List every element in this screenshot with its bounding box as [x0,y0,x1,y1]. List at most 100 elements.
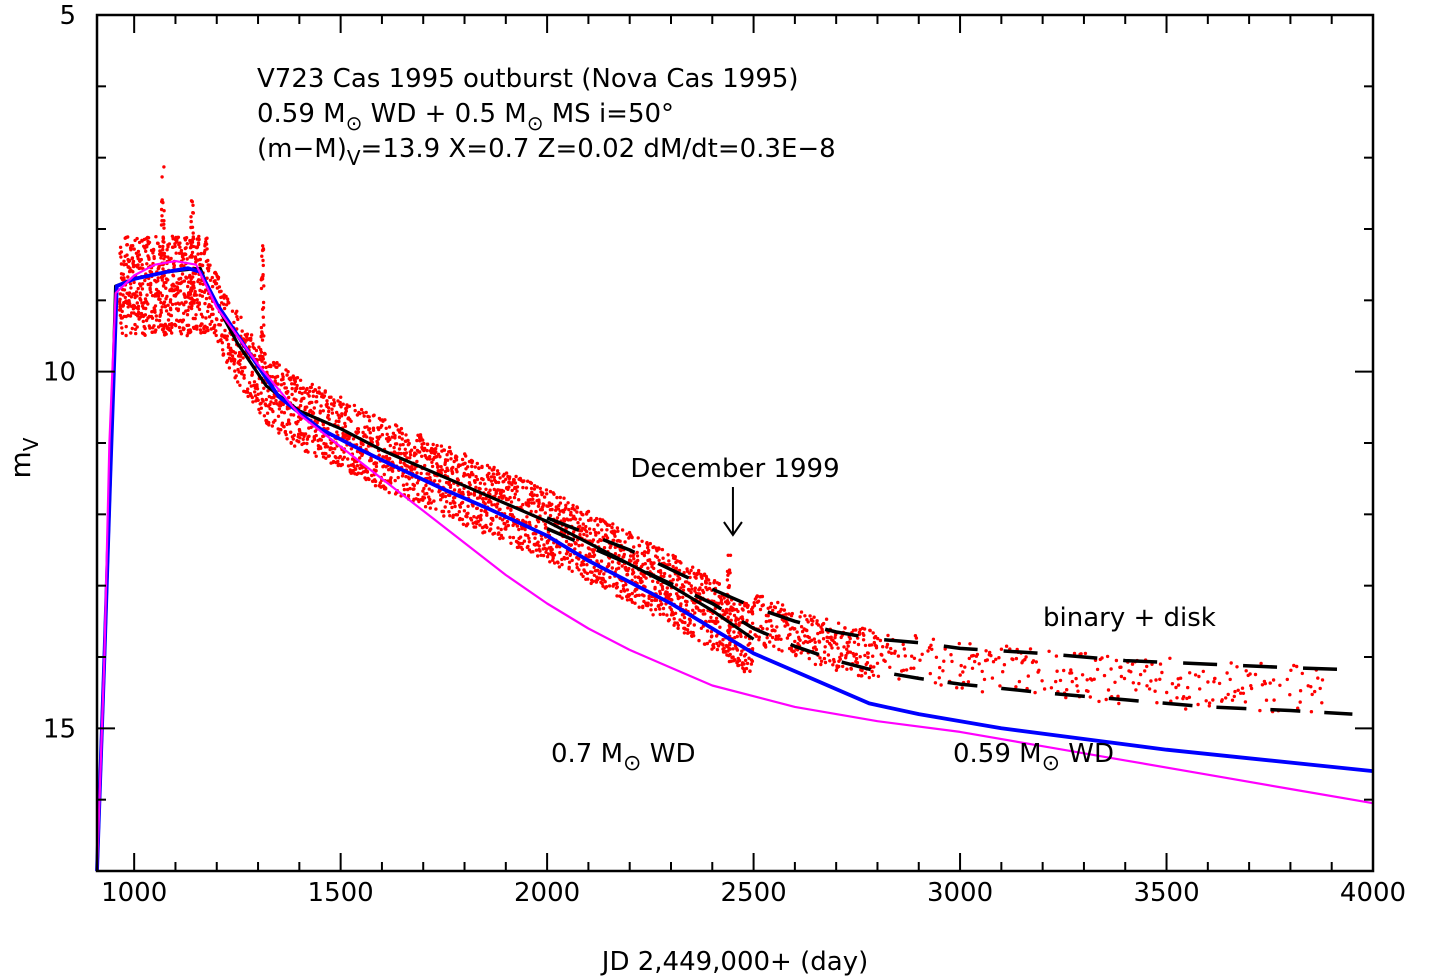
observed-point [585,530,589,534]
observed-point [875,661,880,665]
observed-point [612,538,616,542]
observed-point [279,383,284,387]
observed-point [422,486,426,491]
observed-point [169,307,173,312]
observed-point [1004,644,1009,648]
observed-point [236,380,240,384]
observed-point [747,610,751,614]
observed-point [527,504,531,508]
observed-point [243,365,247,370]
observed-point [709,630,714,634]
observed-point [190,225,195,229]
observed-point [938,665,942,670]
chart-title-block: V723 Cas 1995 outburst (Nova Cas 1995) 0… [257,64,836,170]
observed-point [722,596,726,600]
observed-point [538,486,542,491]
observed-point [868,628,872,632]
observed-point [148,287,152,292]
observed-point [725,578,730,582]
observed-point [646,566,650,570]
observed-point [552,492,556,496]
observed-point [453,495,457,500]
observed-point [1070,679,1075,684]
observed-point [934,655,939,659]
observed-point [776,637,780,641]
observed-point [586,509,591,514]
observed-point [812,615,816,619]
observed-point [622,554,626,559]
observed-point [852,640,857,644]
observed-point [728,647,732,651]
observed-point [427,472,431,476]
observed-point [528,498,532,502]
observed-point [793,639,797,644]
observed-point [807,635,811,640]
curve-solid-black [95,266,755,872]
observed-point [430,489,434,493]
observed-point [398,443,403,447]
observed-point [478,523,482,527]
observed-point [774,637,778,641]
observed-point [1318,686,1322,691]
observed-point [628,593,632,597]
observed-point [277,431,281,435]
observed-point [595,575,599,579]
observed-point [679,602,683,606]
observed-point [625,598,630,602]
observed-point [262,386,266,390]
observed-point [120,326,124,330]
observed-point [736,617,741,621]
observed-point [529,481,534,485]
observed-point [413,445,417,450]
observed-point [527,520,532,525]
observed-point [479,513,483,518]
observed-point [615,585,619,589]
observed-point [481,496,485,501]
observed-point [166,278,170,282]
observed-point [575,562,579,566]
observed-point [465,515,469,519]
observed-point [233,358,237,362]
observed-point [687,588,691,592]
observed-point [430,460,434,464]
observed-point [896,654,901,658]
observed-point [325,445,330,449]
observed-point [351,437,356,441]
observed-point [135,301,139,305]
observed-point [599,538,603,543]
observed-point [808,614,812,618]
observed-point [223,328,227,333]
observed-point [147,257,151,261]
observed-point [186,308,190,312]
observed-point [191,211,195,215]
observed-point [661,612,666,616]
observed-point [393,434,397,438]
observed-point [765,627,769,631]
observed-point [597,571,602,576]
observed-point [337,419,341,424]
observed-point [819,659,824,663]
observed-point [618,594,622,598]
observed-point [509,508,513,512]
observed-point [720,602,724,606]
observed-point [710,634,714,638]
observed-point [563,557,567,561]
observed-point [659,571,663,575]
observed-point [1033,690,1037,695]
x-tick-label: 4000 [1340,878,1406,908]
observed-point [236,317,240,322]
observed-point [1147,687,1152,691]
observed-point [820,630,825,634]
observed-point [658,607,662,611]
observed-point [464,454,468,458]
observed-point [800,629,805,634]
observed-point [172,263,176,268]
observed-point [383,418,387,422]
observed-point [728,652,732,657]
observed-point [1288,693,1292,697]
observed-point [192,280,196,285]
observed-point [1138,672,1143,677]
observed-point [1104,697,1108,702]
observed-point [625,572,630,577]
observed-point [250,373,254,377]
